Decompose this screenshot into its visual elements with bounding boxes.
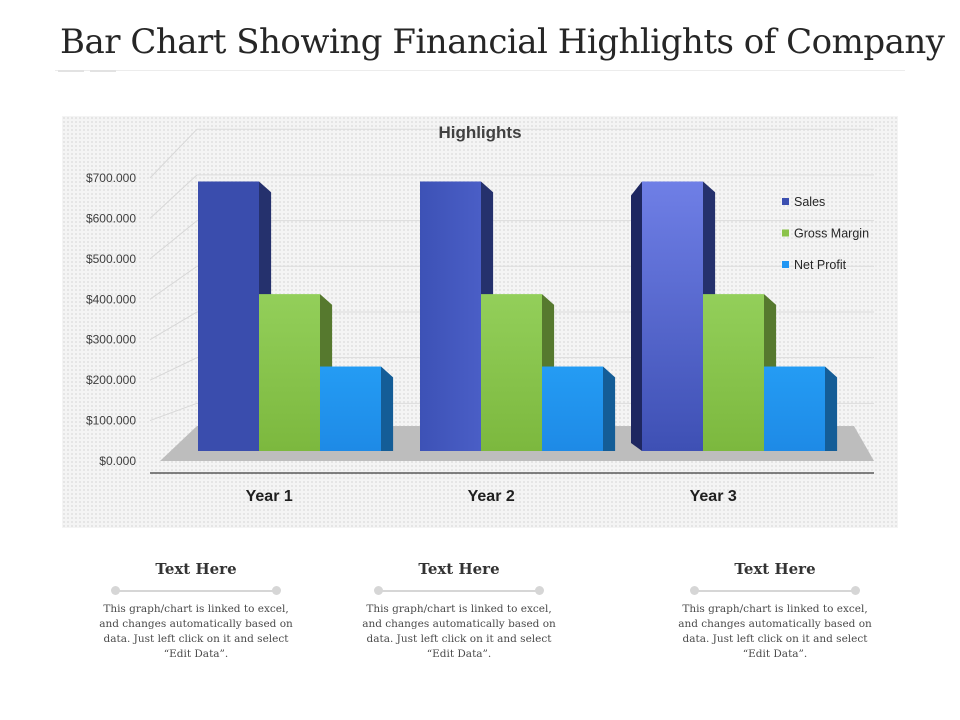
gridline-side bbox=[149, 220, 198, 260]
x-tick-label: Year 1 bbox=[246, 488, 293, 505]
gridline-side bbox=[149, 311, 198, 341]
caption-title: Text Here bbox=[734, 560, 816, 578]
caption-divider bbox=[690, 586, 860, 596]
caption-divider bbox=[374, 586, 544, 596]
gridline-side bbox=[149, 128, 198, 179]
legend-label: Gross Margin bbox=[794, 227, 869, 241]
bar bbox=[764, 366, 825, 451]
y-tick-label: $100.000 bbox=[86, 414, 136, 428]
legend-swatch bbox=[782, 198, 789, 205]
gridline-side bbox=[149, 265, 198, 300]
x-tick-label: Year 3 bbox=[690, 488, 737, 505]
x-tick-label: Year 2 bbox=[468, 488, 515, 505]
legend-label: Net Profit bbox=[794, 258, 847, 272]
title-divider bbox=[55, 70, 905, 71]
caption-divider bbox=[111, 586, 281, 596]
caption-text: This graph/chart is linked to excel, and… bbox=[362, 603, 556, 660]
y-tick-label: $700.000 bbox=[86, 171, 136, 185]
bar bbox=[542, 366, 603, 451]
bar bbox=[259, 294, 320, 451]
y-tick-label: $400.000 bbox=[86, 292, 136, 306]
gridline-side bbox=[149, 402, 198, 422]
caption-1: Text Here This graph/chart is linked to … bbox=[96, 560, 296, 662]
legend: Sales Gross Margin Net Profit bbox=[782, 195, 869, 272]
axes: $0.000 $100.000 $200.000 $300.000 $400.000 $5… bbox=[86, 171, 874, 505]
legend-swatch bbox=[782, 261, 789, 268]
y-tick-label: $500.000 bbox=[86, 252, 136, 266]
title-divider-accent bbox=[58, 70, 84, 72]
caption-text: This graph/chart is linked to excel, and… bbox=[99, 603, 293, 660]
caption-title: Text Here bbox=[155, 560, 237, 578]
bar bbox=[420, 181, 481, 452]
bar-side bbox=[381, 366, 394, 451]
y-tick-label: $200.000 bbox=[86, 373, 136, 387]
bar-side bbox=[603, 366, 616, 451]
caption-2: Text Here This graph/chart is linked to … bbox=[359, 560, 559, 662]
bar bbox=[198, 181, 259, 452]
caption-text: This graph/chart is linked to excel, and… bbox=[678, 603, 872, 660]
chart-title: Highlights bbox=[438, 123, 521, 142]
title-divider-accent bbox=[90, 70, 116, 72]
page-title: Bar Chart Showing Financial Highlights o… bbox=[60, 22, 945, 62]
chart-panel: $0.000 $100.000 $200.000 $300.000 $400.000 $5… bbox=[62, 116, 898, 528]
bar bbox=[642, 181, 703, 452]
y-tick-label: $300.000 bbox=[86, 333, 136, 347]
bar-side bbox=[825, 366, 838, 451]
legend-label: Sales bbox=[794, 195, 825, 209]
gridline-side bbox=[149, 174, 198, 219]
bar bbox=[481, 294, 542, 451]
y-tick-label: $0.000 bbox=[99, 454, 136, 468]
caption-title: Text Here bbox=[418, 560, 500, 578]
bar bbox=[320, 366, 381, 451]
bar bbox=[703, 294, 764, 451]
bar-chart: $0.000 $100.000 $200.000 $300.000 $400.000 $5… bbox=[86, 123, 874, 505]
bar-side bbox=[631, 181, 642, 452]
legend-swatch bbox=[782, 229, 789, 237]
gridline-side bbox=[149, 357, 198, 381]
caption-3: Text Here This graph/chart is linked to … bbox=[675, 560, 875, 662]
y-tick-label: $600.000 bbox=[86, 211, 136, 225]
bars bbox=[198, 181, 838, 452]
